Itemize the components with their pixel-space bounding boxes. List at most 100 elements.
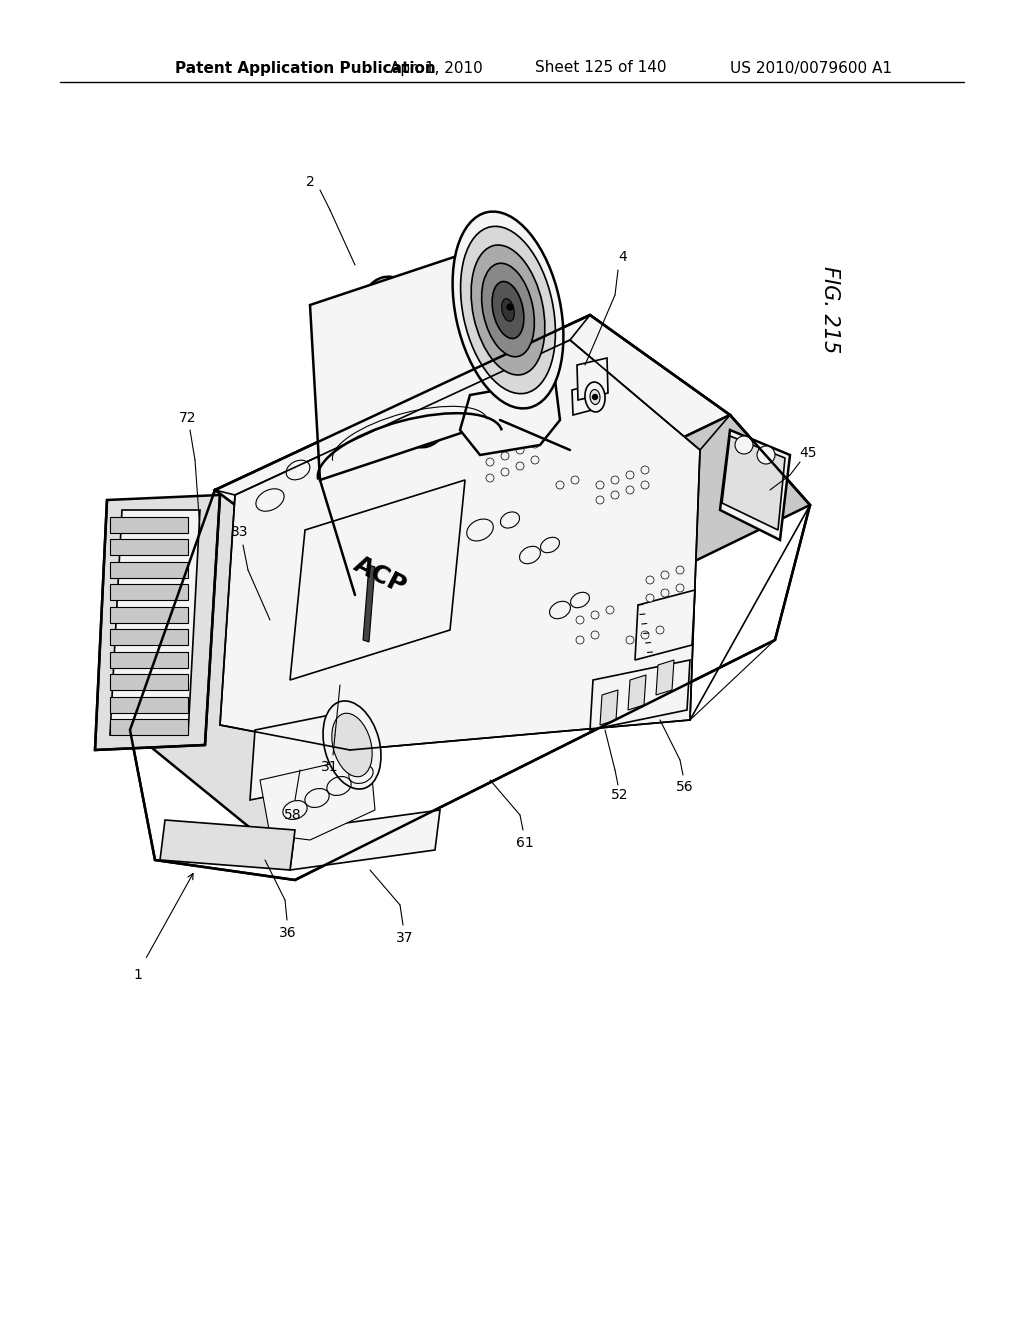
Polygon shape xyxy=(110,675,188,690)
Text: 33: 33 xyxy=(231,525,249,539)
Polygon shape xyxy=(215,315,730,595)
Polygon shape xyxy=(110,540,188,554)
Ellipse shape xyxy=(516,446,524,454)
Ellipse shape xyxy=(481,263,535,356)
Polygon shape xyxy=(355,414,810,685)
Text: 61: 61 xyxy=(516,836,534,850)
Circle shape xyxy=(507,304,513,310)
Text: 31: 31 xyxy=(322,760,339,774)
Ellipse shape xyxy=(323,701,381,789)
Ellipse shape xyxy=(646,594,654,602)
Polygon shape xyxy=(572,384,596,414)
Text: 2: 2 xyxy=(305,176,314,189)
Ellipse shape xyxy=(501,451,509,459)
Ellipse shape xyxy=(343,430,367,450)
Text: Patent Application Publication: Patent Application Publication xyxy=(175,61,436,75)
Polygon shape xyxy=(110,607,188,623)
Text: 4: 4 xyxy=(618,249,628,264)
Ellipse shape xyxy=(501,434,509,442)
Polygon shape xyxy=(110,510,200,735)
Text: 56: 56 xyxy=(676,780,694,795)
Polygon shape xyxy=(260,755,375,840)
Ellipse shape xyxy=(596,480,604,488)
Ellipse shape xyxy=(656,626,664,634)
Ellipse shape xyxy=(486,474,494,482)
Ellipse shape xyxy=(571,477,579,484)
Ellipse shape xyxy=(550,602,570,619)
Ellipse shape xyxy=(516,428,524,436)
Ellipse shape xyxy=(585,381,605,412)
Polygon shape xyxy=(722,436,785,531)
Ellipse shape xyxy=(502,298,514,321)
Ellipse shape xyxy=(606,606,614,614)
Ellipse shape xyxy=(486,441,494,449)
Ellipse shape xyxy=(611,491,618,499)
Polygon shape xyxy=(378,360,470,436)
Polygon shape xyxy=(130,315,810,880)
Polygon shape xyxy=(110,652,188,668)
Ellipse shape xyxy=(757,446,775,465)
Ellipse shape xyxy=(541,537,559,553)
Polygon shape xyxy=(160,820,295,870)
Polygon shape xyxy=(720,430,790,540)
Text: 1: 1 xyxy=(133,968,142,982)
Ellipse shape xyxy=(486,458,494,466)
Ellipse shape xyxy=(256,488,284,511)
Polygon shape xyxy=(628,675,646,710)
Ellipse shape xyxy=(611,477,618,484)
Ellipse shape xyxy=(501,469,509,477)
Ellipse shape xyxy=(676,566,684,574)
Ellipse shape xyxy=(531,440,539,447)
Text: Apr. 1, 2010: Apr. 1, 2010 xyxy=(390,61,482,75)
Ellipse shape xyxy=(471,246,545,375)
Ellipse shape xyxy=(591,631,599,639)
Ellipse shape xyxy=(626,471,634,479)
Ellipse shape xyxy=(519,546,541,564)
Circle shape xyxy=(593,395,597,400)
Polygon shape xyxy=(635,590,695,660)
Polygon shape xyxy=(290,810,440,870)
Polygon shape xyxy=(95,495,220,750)
Ellipse shape xyxy=(493,281,524,338)
Ellipse shape xyxy=(501,512,519,528)
Ellipse shape xyxy=(646,576,654,583)
Ellipse shape xyxy=(516,462,524,470)
Polygon shape xyxy=(290,480,465,680)
Ellipse shape xyxy=(590,389,600,404)
Text: US 2010/0079600 A1: US 2010/0079600 A1 xyxy=(730,61,892,75)
Ellipse shape xyxy=(461,226,555,393)
Ellipse shape xyxy=(531,422,539,432)
Ellipse shape xyxy=(332,713,372,776)
Polygon shape xyxy=(110,516,188,532)
Polygon shape xyxy=(110,719,188,735)
Polygon shape xyxy=(656,660,674,696)
Ellipse shape xyxy=(453,211,563,408)
Polygon shape xyxy=(110,630,188,645)
Text: 45: 45 xyxy=(800,446,817,459)
Polygon shape xyxy=(220,341,700,750)
Ellipse shape xyxy=(596,496,604,504)
Ellipse shape xyxy=(626,636,634,644)
Ellipse shape xyxy=(641,631,649,639)
Ellipse shape xyxy=(676,583,684,591)
Ellipse shape xyxy=(641,480,649,488)
Polygon shape xyxy=(110,585,188,601)
Ellipse shape xyxy=(318,445,342,465)
Ellipse shape xyxy=(735,436,753,454)
Polygon shape xyxy=(362,565,375,642)
Text: Sheet 125 of 140: Sheet 125 of 140 xyxy=(535,61,667,75)
Polygon shape xyxy=(577,358,608,400)
Text: FIG. 215: FIG. 215 xyxy=(820,267,840,354)
Text: 52: 52 xyxy=(611,788,629,803)
Text: 37: 37 xyxy=(396,931,414,945)
Polygon shape xyxy=(310,246,500,480)
Ellipse shape xyxy=(531,455,539,465)
Ellipse shape xyxy=(641,466,649,474)
Text: ACP: ACP xyxy=(349,552,411,598)
Polygon shape xyxy=(600,690,618,725)
Ellipse shape xyxy=(626,486,634,494)
Text: 72: 72 xyxy=(179,411,197,425)
Ellipse shape xyxy=(286,461,310,480)
Polygon shape xyxy=(110,562,188,578)
Polygon shape xyxy=(590,660,690,730)
